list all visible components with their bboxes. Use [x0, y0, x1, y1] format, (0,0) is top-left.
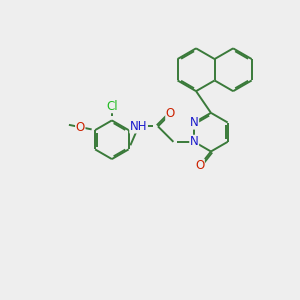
- Text: N: N: [190, 135, 199, 148]
- Text: O: O: [195, 159, 204, 172]
- Text: O: O: [166, 107, 175, 120]
- Text: Cl: Cl: [106, 100, 118, 113]
- Text: O: O: [76, 121, 85, 134]
- Text: NH: NH: [130, 120, 147, 133]
- Text: N: N: [190, 116, 199, 129]
